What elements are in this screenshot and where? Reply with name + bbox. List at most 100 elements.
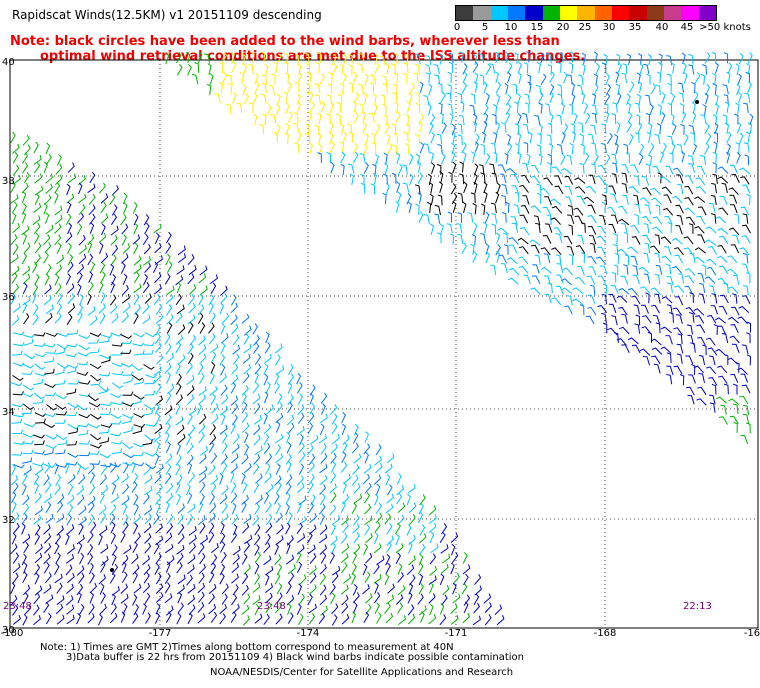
wind-barb	[363, 543, 369, 556]
wind-barb	[165, 253, 171, 266]
wind-barb	[514, 101, 519, 113]
wind-barb	[560, 167, 572, 175]
wind-barb	[287, 401, 293, 414]
wind-barb	[78, 344, 91, 351]
wind-barb	[727, 255, 738, 264]
wind-barb	[364, 431, 369, 443]
wind-barb	[726, 131, 732, 144]
wind-barb	[286, 595, 295, 606]
wind-barb	[197, 335, 206, 346]
wind-barb	[307, 593, 313, 606]
wind-barb	[373, 532, 379, 545]
wind-barb	[253, 481, 260, 494]
wind-barb	[386, 535, 394, 546]
wind-barb	[241, 553, 248, 565]
wind-barb	[285, 522, 291, 535]
wind-barb	[395, 543, 404, 554]
wind-barb	[21, 203, 27, 215]
wind-barb	[197, 304, 205, 316]
wind-barb	[611, 315, 618, 326]
wind-barb	[672, 307, 683, 316]
wind-barb	[133, 312, 139, 325]
wind-barb	[406, 564, 415, 575]
wind-barb	[735, 102, 740, 115]
wind-barb	[221, 432, 228, 444]
wind-barb	[133, 603, 140, 616]
wind-barb	[329, 132, 334, 144]
wind-barb	[10, 382, 23, 387]
wind-barb	[55, 449, 66, 455]
wind-barb	[210, 482, 217, 495]
wind-barb	[120, 334, 132, 340]
wind-barb	[33, 162, 41, 174]
colorbar-tick-label: 10	[504, 22, 518, 33]
wind-barb	[371, 142, 377, 154]
wind-barb	[569, 51, 575, 63]
wind-barb	[99, 182, 106, 194]
wind-barb	[208, 583, 217, 594]
wind-barb	[419, 494, 426, 506]
wind-barb	[494, 604, 503, 615]
wind-barb	[474, 163, 479, 175]
wind-barb	[254, 402, 261, 415]
wind-barb	[89, 460, 101, 465]
wind-barb	[319, 503, 326, 515]
wind-barb	[326, 113, 331, 124]
wind-barb	[342, 53, 348, 66]
wind-barb	[604, 92, 611, 105]
wind-barb	[550, 217, 561, 225]
wind-barb	[120, 213, 127, 226]
wind-barb	[230, 611, 237, 623]
wind-barb	[721, 333, 729, 344]
wind-barb	[527, 81, 532, 93]
wind-barb	[318, 73, 325, 86]
wind-barb	[681, 111, 687, 124]
wind-barb	[144, 379, 156, 385]
wind-barb	[395, 111, 401, 123]
wind-barb	[332, 565, 341, 576]
wind-barb	[485, 63, 492, 76]
wind-barb	[44, 413, 56, 418]
wind-barb	[254, 603, 260, 616]
wind-barb	[109, 263, 115, 276]
wind-barb	[687, 394, 695, 405]
wind-barb	[623, 231, 629, 243]
wind-barb	[694, 196, 706, 203]
wind-barb	[386, 523, 393, 535]
wind-barb	[564, 305, 573, 315]
wind-barb	[364, 133, 369, 145]
wind-barb	[382, 192, 387, 204]
wind-barb	[484, 602, 492, 613]
wind-barb	[144, 505, 153, 516]
wind-barb	[462, 612, 470, 624]
wind-barb	[676, 343, 684, 354]
wind-barb	[670, 62, 675, 74]
colorbar-swatch	[594, 6, 612, 20]
wind-barb	[24, 604, 32, 616]
wind-barb	[415, 102, 421, 114]
wind-barb	[206, 83, 212, 96]
wind-barb	[188, 472, 195, 484]
wind-barb	[542, 206, 552, 216]
wind-barb	[142, 439, 153, 446]
wind-barb	[154, 403, 160, 415]
wind-barb	[34, 564, 41, 576]
wind-barb	[220, 342, 226, 354]
wind-barb	[375, 463, 383, 474]
wind-barb	[154, 272, 162, 283]
wind-barb	[570, 82, 576, 94]
wind-barb	[561, 278, 572, 286]
wind-barb	[543, 253, 551, 264]
wind-barb	[717, 176, 729, 184]
wind-barb	[221, 484, 229, 496]
wind-barb	[496, 93, 501, 106]
wind-barb	[154, 612, 160, 624]
wind-barb	[564, 185, 573, 196]
wind-barb	[209, 385, 218, 396]
wind-barb	[555, 233, 563, 243]
wind-barb	[143, 572, 150, 584]
wind-barb	[519, 184, 529, 193]
wind-barb	[231, 443, 240, 454]
wind-barb	[718, 375, 728, 384]
footer-line-2: 3)Data buffer is 22 hrs from 20151109 4)…	[66, 652, 524, 663]
